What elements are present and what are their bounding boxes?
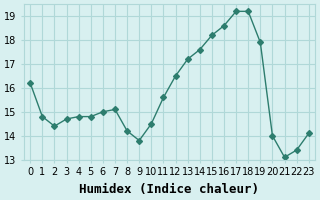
X-axis label: Humidex (Indice chaleur): Humidex (Indice chaleur)	[79, 183, 260, 196]
